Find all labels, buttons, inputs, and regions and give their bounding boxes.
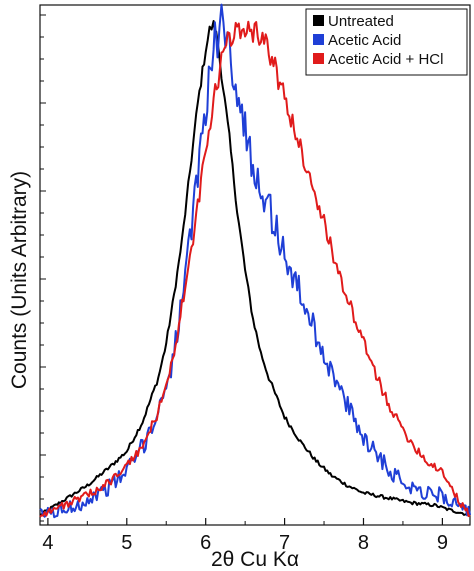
series-lines: [39, 3, 471, 519]
x-tick-labels: 4 5 6 7 8 9: [42, 532, 448, 554]
x-tick-label: 7: [279, 532, 290, 554]
legend-swatch: [313, 15, 324, 26]
series-line-untreated: [39, 20, 471, 516]
plot-area: [39, 3, 471, 526]
x-axis-title: 2θ Cu Kα: [211, 548, 299, 571]
x-tick-label: 5: [121, 532, 132, 554]
legend-swatch: [313, 53, 324, 64]
x-tick-label: 6: [200, 532, 211, 554]
x-axis-ticks: [47, 518, 443, 525]
y-axis-title: Counts (Units Arbitrary): [8, 171, 31, 389]
legend-label: Acetic Acid: [328, 32, 401, 49]
y-axis-ticks: [40, 14, 46, 522]
x-tick-label: 4: [42, 532, 53, 554]
legend-swatch: [313, 34, 324, 45]
x-tick-label: 8: [358, 532, 369, 554]
legend-box: [305, 8, 468, 76]
plot-frame: [39, 4, 471, 526]
x-tick-label: 9: [437, 532, 448, 554]
legend-label: Acetic Acid + HCl: [328, 51, 443, 68]
legend-label: Untreated: [328, 13, 394, 30]
legend: Untreated Acetic Acid Acetic Acid + HCl: [305, 8, 468, 76]
series-line-acetic-acid-hcl: [39, 20, 471, 518]
